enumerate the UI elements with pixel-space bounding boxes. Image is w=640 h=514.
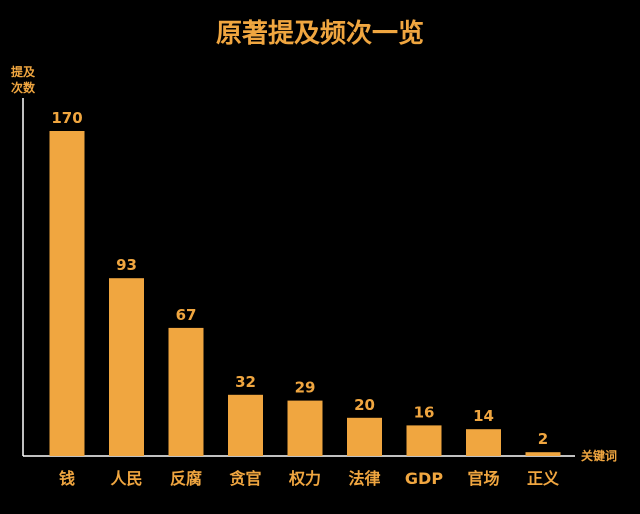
chart-title: 原著提及频次一览 bbox=[216, 19, 424, 49]
data-label-3: 67 bbox=[176, 306, 197, 324]
bar-8 bbox=[466, 429, 501, 456]
bar-1 bbox=[49, 131, 85, 456]
x-tick-label-2: 人民 bbox=[110, 469, 142, 488]
bar-2 bbox=[109, 278, 144, 456]
x-tick-label-9: 正义 bbox=[527, 469, 559, 488]
x-axis-label: 关键词 bbox=[581, 448, 617, 463]
bar-4 bbox=[228, 394, 263, 456]
data-labels-group: 170 93 67 32 29 20 16 14 2 bbox=[51, 109, 548, 448]
x-tick-label-4: 贪官 bbox=[228, 469, 261, 488]
data-label-4: 32 bbox=[235, 373, 256, 391]
bars-group bbox=[49, 131, 561, 456]
data-label-7: 16 bbox=[414, 403, 435, 421]
y-axis-label-line-1: 提及 bbox=[11, 64, 36, 79]
x-tick-label-1: 钱 bbox=[59, 469, 75, 488]
x-tick-label-5: 权力 bbox=[288, 469, 321, 488]
data-label-9: 2 bbox=[538, 430, 548, 448]
data-label-8: 14 bbox=[473, 407, 494, 425]
bar-9 bbox=[525, 452, 561, 456]
bar-6 bbox=[347, 417, 382, 456]
data-label-1: 170 bbox=[51, 109, 82, 127]
bar-3 bbox=[168, 327, 204, 456]
bar-7 bbox=[406, 425, 442, 456]
bar-5 bbox=[287, 400, 323, 456]
y-axis-label-line-2: 次数 bbox=[11, 80, 36, 95]
x-tick-label-7: GDP bbox=[405, 469, 443, 488]
x-tick-label-8: 官场 bbox=[467, 469, 499, 488]
x-tick-label-6: 法律 bbox=[348, 469, 380, 488]
data-label-6: 20 bbox=[354, 396, 375, 414]
x-tick-label-3: 反腐 bbox=[170, 469, 202, 488]
data-label-5: 29 bbox=[295, 379, 316, 397]
x-tick-labels-group: 钱 人民 反腐 贪官 权力 法律 GDP 官场 正义 bbox=[59, 469, 559, 488]
data-label-2: 93 bbox=[116, 256, 137, 274]
